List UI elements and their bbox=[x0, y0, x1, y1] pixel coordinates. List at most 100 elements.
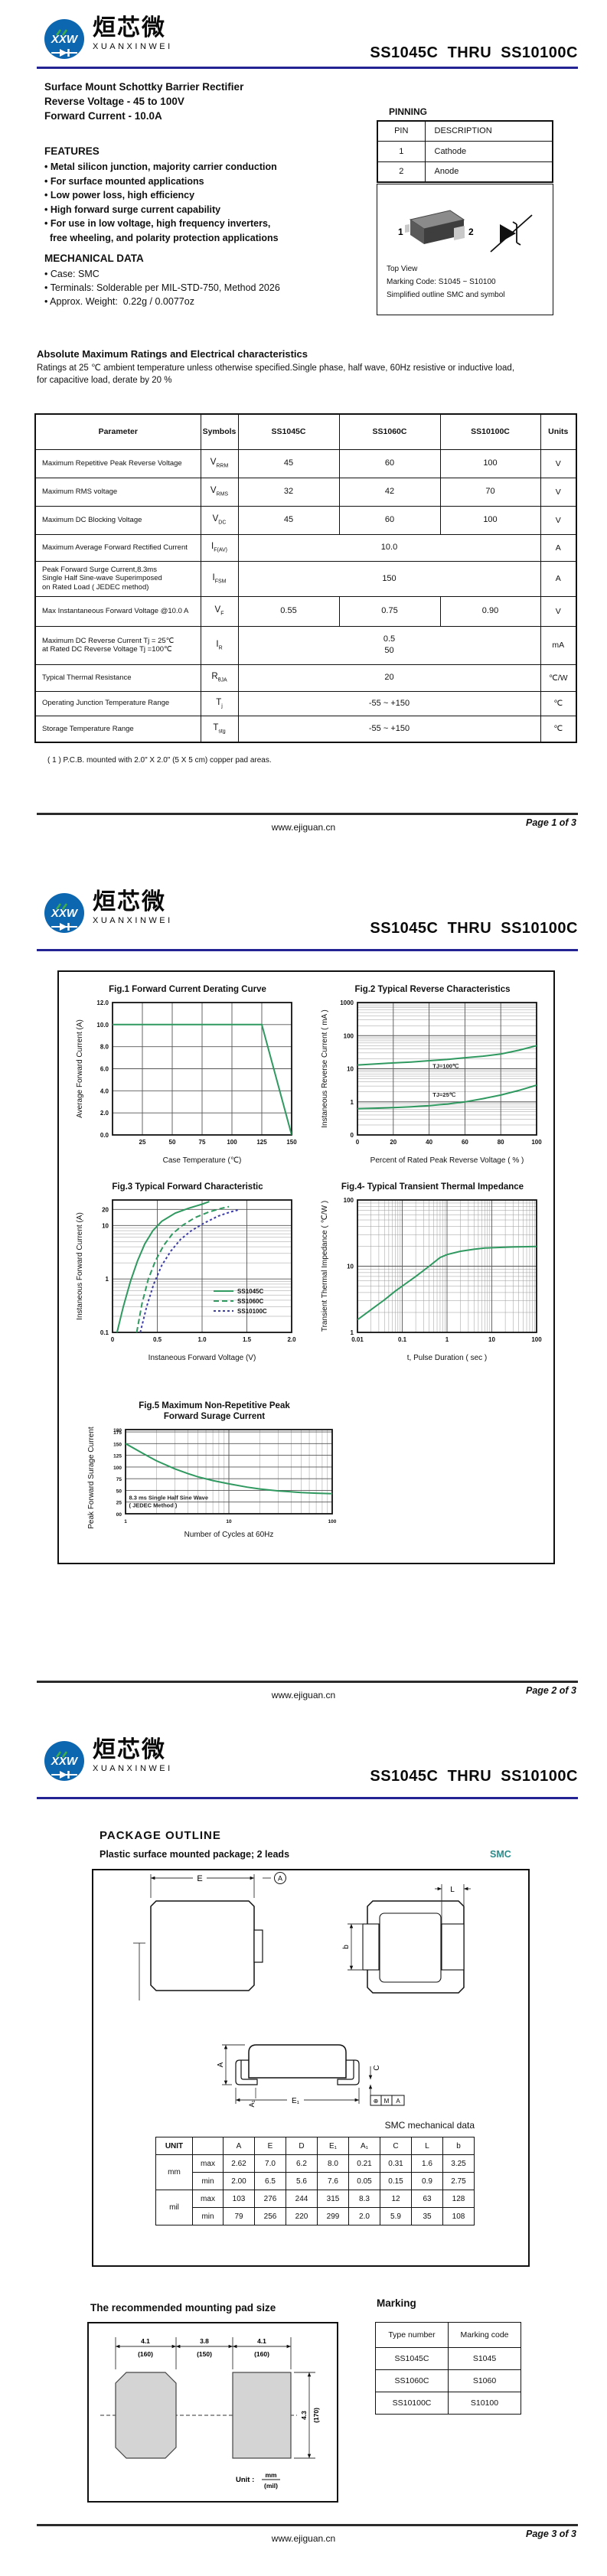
smc-value-cell: 315 bbox=[317, 2190, 349, 2208]
svg-text:E₁: E₁ bbox=[292, 2097, 300, 2105]
svg-text:10: 10 bbox=[347, 1264, 354, 1270]
feature-item: • High forward surge current capability bbox=[44, 204, 221, 215]
feature-item: • For surface mounted applications bbox=[44, 175, 204, 187]
parameter-cell: Maximum DC Reverse Current Tj = 25℃ at R… bbox=[34, 625, 201, 665]
unit-cell: A bbox=[540, 560, 577, 597]
svg-text:100: 100 bbox=[531, 1139, 542, 1146]
package-outline-heading: PACKAGE OUTLINE bbox=[100, 1829, 221, 1842]
svg-text:⊕: ⊕ bbox=[374, 2098, 379, 2105]
svg-text:SS10100C: SS10100C bbox=[237, 1308, 267, 1315]
svg-text:180: 180 bbox=[113, 1428, 122, 1433]
value-cell: 150 bbox=[237, 560, 541, 597]
doc-title: SS1045C THRU SS10100C bbox=[370, 44, 578, 61]
page-number: Page 1 of 3 bbox=[526, 817, 576, 828]
symbol-cell: VF bbox=[200, 595, 239, 627]
intro-line: Reverse Voltage - 45 to 100V bbox=[44, 96, 184, 107]
svg-text:Average Forward Current (A): Average Forward Current (A) bbox=[76, 1019, 84, 1118]
intro-line: Forward Current - 10.0A bbox=[44, 110, 162, 122]
svg-text:Instaneous Forward Voltage (V): Instaneous Forward Voltage (V) bbox=[148, 1354, 256, 1362]
smc-header-cell: D bbox=[286, 2137, 318, 2155]
company-logo: XXW 烜芯微 XUANXINWEI bbox=[41, 891, 173, 938]
ratings-header-cell: SS10100C bbox=[439, 413, 541, 450]
marking-cell: S1060 bbox=[448, 2369, 521, 2392]
website-link[interactable]: www.ejiguan.cn bbox=[271, 822, 336, 833]
smc-limit-cell: min bbox=[192, 2172, 224, 2190]
svg-text:E: E bbox=[197, 1874, 202, 1883]
series-line bbox=[116, 1201, 210, 1332]
symbol-cell: RθJA bbox=[200, 664, 239, 692]
svg-text:80: 80 bbox=[498, 1139, 504, 1146]
svg-text:Instaneous Reverse Current ( m: Instaneous Reverse Current ( mA ) bbox=[321, 1009, 329, 1128]
marking-table: Type number Marking code SS1045C S1045 SS106… bbox=[375, 2322, 521, 2415]
svg-text:Percent of Rated Peak Reverse: Percent of Rated Peak Reverse Voltage ( … bbox=[370, 1156, 524, 1165]
intro-line: Surface Mount Schottky Barrier Rectifier bbox=[44, 81, 244, 93]
series-line bbox=[357, 1084, 537, 1110]
ratings-row: Peak Forward Surge Current,8.3ms Single … bbox=[34, 560, 577, 597]
header-rule bbox=[37, 1797, 578, 1799]
ratings-header-cell: SS1045C bbox=[237, 413, 340, 450]
svg-text:L: L bbox=[450, 1886, 455, 1894]
series-line bbox=[139, 1209, 239, 1332]
features-heading: FEATURES bbox=[44, 145, 100, 157]
pinning-heading: PINNING bbox=[389, 106, 428, 117]
smc-value-cell: 0.05 bbox=[348, 2172, 380, 2190]
ratings-header-cell: SS1060C bbox=[338, 413, 441, 450]
unit-cell: A bbox=[540, 533, 577, 562]
svg-text:1: 1 bbox=[106, 1276, 109, 1283]
parameter-cell: Max Instantaneous Forward Voltage @10.0 … bbox=[34, 595, 201, 627]
value-cell: 0.5 50 bbox=[237, 625, 541, 665]
package-notes: Top View Marking Code: S1045 ~ S10100 Si… bbox=[387, 262, 505, 302]
symbol-cell: Tstg bbox=[200, 715, 239, 743]
svg-text:20: 20 bbox=[390, 1139, 397, 1146]
series-line bbox=[113, 1023, 292, 1135]
parameter-cell: Typical Thermal Resistance bbox=[34, 664, 201, 692]
svg-text:2.0: 2.0 bbox=[287, 1336, 296, 1343]
marking-cell: S10100 bbox=[448, 2392, 521, 2415]
smc-value-cell: 6.2 bbox=[286, 2154, 318, 2173]
series-line bbox=[135, 1205, 230, 1332]
company-logo: XXW 烜芯微 XUANXINWEI bbox=[41, 1739, 173, 1786]
smc-value-cell: 5.9 bbox=[380, 2207, 412, 2225]
svg-text:( JEDEC Method ): ( JEDEC Method ) bbox=[129, 1502, 178, 1508]
smc-header-cell: E bbox=[254, 2137, 286, 2155]
svg-text:XXW: XXW bbox=[51, 1755, 79, 1768]
value-cell: 100 bbox=[439, 505, 541, 535]
smc-row: mil max 103 276 244 315 8.3 12 63 128 bbox=[155, 2190, 475, 2225]
unit-cell: mA bbox=[540, 625, 577, 665]
website-link[interactable]: www.ejiguan.cn bbox=[271, 1690, 336, 1700]
svg-text:4.1: 4.1 bbox=[257, 2337, 266, 2345]
svg-text:4.1: 4.1 bbox=[141, 2337, 150, 2345]
svg-text:10: 10 bbox=[226, 1519, 232, 1524]
unit-cell: V bbox=[540, 595, 577, 627]
series-line bbox=[126, 1443, 332, 1495]
pinning-cell: Anode bbox=[424, 161, 553, 183]
package-outline-box: E A b L A bbox=[92, 1869, 530, 2267]
svg-text:C: C bbox=[373, 2065, 381, 2070]
svg-text:100: 100 bbox=[344, 1197, 354, 1204]
unit-cell: ℃/W bbox=[540, 664, 577, 692]
smc-header-cell: L bbox=[411, 2137, 443, 2155]
unit-cell: ℃ bbox=[540, 690, 577, 716]
smc-value-cell: 6.5 bbox=[254, 2172, 286, 2190]
smc-unit-cell: mil bbox=[155, 2190, 193, 2225]
svg-text:1: 1 bbox=[124, 1519, 127, 1524]
svg-text:3.8: 3.8 bbox=[200, 2337, 209, 2345]
parameter-cell: Maximum Average Forward Rectified Curren… bbox=[34, 533, 201, 562]
figures-frame bbox=[57, 970, 555, 1564]
marking-row: SS1060C S1060 bbox=[375, 2369, 521, 2392]
footer-rule bbox=[37, 1681, 578, 1683]
symbol-cell: IF(AV) bbox=[200, 533, 239, 562]
svg-text:175: 175 bbox=[113, 1430, 122, 1436]
svg-text:25: 25 bbox=[139, 1139, 146, 1146]
smc-package-icon: 1 2 bbox=[398, 210, 533, 253]
svg-text:1.5: 1.5 bbox=[243, 1336, 252, 1343]
website-link[interactable]: www.ejiguan.cn bbox=[271, 2533, 336, 2544]
value-cell: 45 bbox=[237, 448, 340, 478]
mechanical-item: • Terminals: Solderable per MIL-STD-750,… bbox=[44, 282, 280, 293]
unit-cell: V bbox=[540, 448, 577, 478]
package-outline-drawing: E A b L A bbox=[133, 1872, 471, 2108]
smc-limit-cell: min bbox=[192, 2207, 224, 2225]
